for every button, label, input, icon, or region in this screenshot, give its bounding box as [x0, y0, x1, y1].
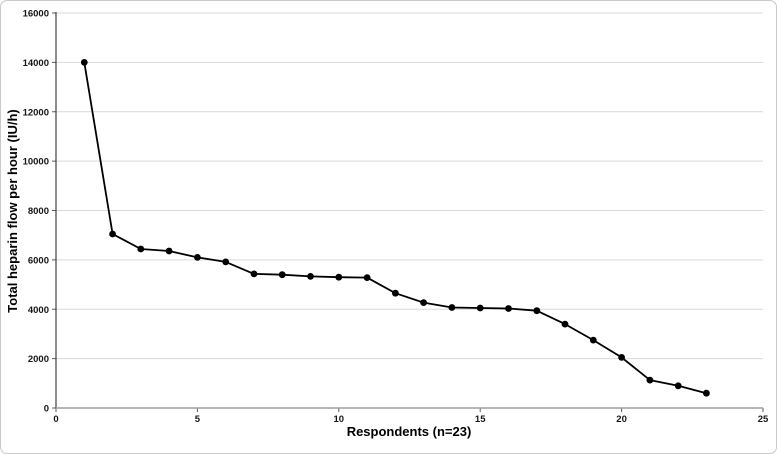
y-tick-label: 10000: [23, 157, 49, 168]
data-point: [589, 336, 597, 344]
data-point: [278, 271, 286, 279]
data-point: [674, 382, 682, 390]
data-point: [505, 305, 512, 312]
y-tick-label: 8000: [28, 206, 49, 217]
x-tick-label: 20: [616, 414, 627, 425]
x-tick-label: 5: [195, 414, 201, 425]
data-point: [307, 273, 314, 280]
data-point: [250, 270, 258, 278]
data-point: [222, 258, 230, 266]
data-point: [80, 59, 88, 66]
x-tick-label: 10: [334, 414, 345, 425]
gridlines-group: [56, 12, 763, 360]
y-tick-label: 2000: [28, 354, 49, 365]
series-group: [80, 59, 710, 397]
x-tick-label: 15: [475, 414, 486, 425]
y-tick-label: 14000: [23, 58, 49, 69]
data-point: [392, 289, 399, 297]
data-point: [618, 354, 625, 361]
data-point: [476, 304, 484, 312]
axis-ticks-group: [52, 12, 764, 412]
data-point: [363, 274, 371, 281]
y-tick-label: 16000: [23, 9, 49, 20]
data-point: [335, 273, 343, 281]
x-tick-label: 25: [758, 414, 769, 425]
data-point: [194, 254, 201, 261]
y-axis-title: Total heparin flow per hour (IU/h): [5, 109, 20, 312]
data-point: [165, 247, 173, 255]
y-tick-label: 0: [44, 404, 49, 415]
x-tick-label: 0: [53, 414, 58, 425]
data-point: [448, 304, 456, 311]
data-point: [646, 376, 654, 384]
x-axis-title: Respondents (n=23): [347, 424, 472, 439]
data-point: [533, 307, 541, 315]
data-point: [703, 389, 710, 397]
data-point: [137, 245, 145, 253]
data-point: [109, 230, 116, 238]
data-point: [420, 299, 427, 306]
tick-labels-group: 0 2000 4000 6000 8000 10000 12000 14000 16000 0 5 1…: [23, 9, 769, 426]
y-tick-label: 4000: [28, 305, 49, 316]
data-point: [561, 320, 569, 328]
y-tick-label: 6000: [28, 255, 49, 266]
y-tick-label: 12000: [23, 107, 49, 118]
axes-group: [55, 12, 763, 409]
